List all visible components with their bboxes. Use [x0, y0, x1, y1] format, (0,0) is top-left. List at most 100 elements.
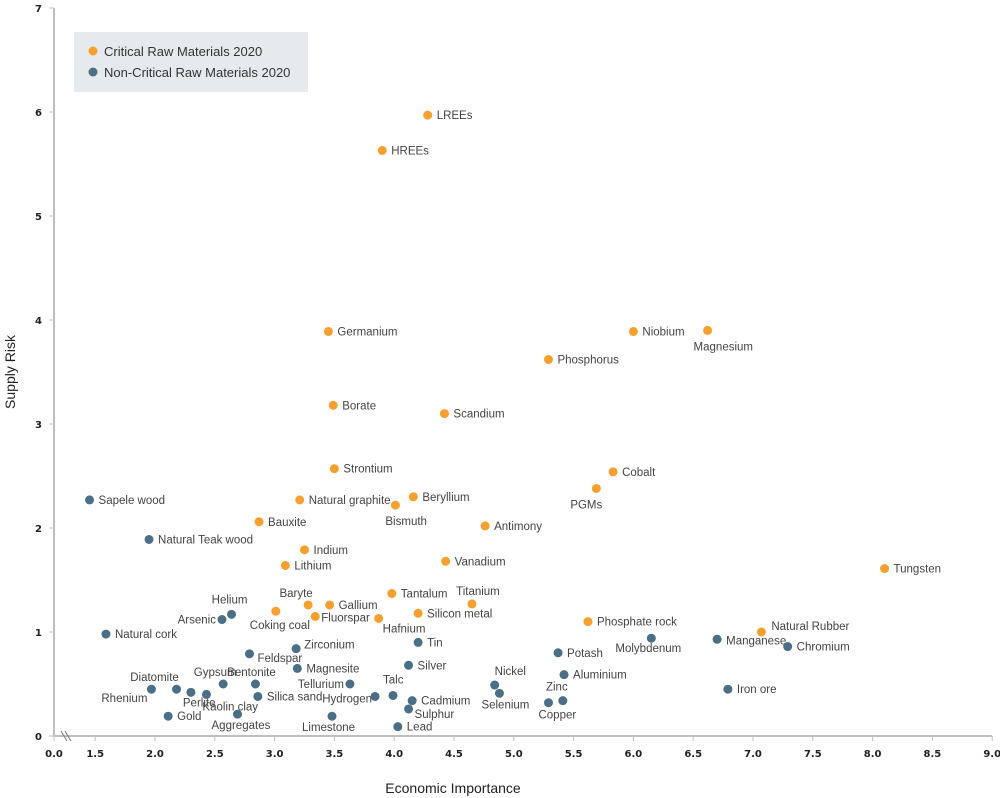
point-label-hafnium: Hafnium — [383, 623, 426, 635]
point-label-cadmium: Cadmium — [421, 696, 470, 708]
point-label-copper: Copper — [538, 710, 576, 722]
point-strontium — [329, 464, 339, 474]
point-hafnium — [374, 613, 384, 623]
point-antimony — [480, 521, 490, 531]
point-label-vanadium: Vanadium — [455, 556, 506, 568]
point-label-strontium: Strontium — [343, 464, 392, 476]
point-iron-ore — [723, 684, 733, 694]
point-tin — [413, 637, 423, 647]
x-tick-label: 4.0 — [385, 749, 403, 760]
x-tick-label: 4.5 — [445, 749, 463, 760]
point-sulphur — [404, 704, 414, 714]
legend-label-non-critical: Non-Critical Raw Materials 2020 — [104, 65, 290, 80]
point-label-talc: Talc — [383, 674, 404, 686]
point-potash — [553, 648, 563, 658]
point-lead — [393, 722, 403, 732]
point-label-rhenium: Rhenium — [101, 693, 147, 705]
point-label-chromium: Chromium — [797, 642, 850, 654]
point-label-pgms: PGMs — [570, 499, 602, 511]
point-label-bauxite: Bauxite — [268, 517, 306, 529]
point-label-magnesium: Magnesium — [694, 341, 753, 353]
legend-marker-critical — [88, 46, 98, 56]
point-label-phosphorus: Phosphorus — [557, 355, 619, 367]
y-tick-label: 7 — [35, 4, 42, 15]
point-label-feldspar: Feldspar — [257, 653, 302, 665]
point-silicon-metal — [413, 608, 423, 618]
point-nickel — [490, 680, 500, 690]
point-tantalum — [387, 589, 397, 599]
point-label-indium: Indium — [314, 545, 349, 557]
point-label-niobium: Niobium — [642, 326, 684, 338]
point-arsenic — [217, 615, 227, 625]
point-label-coking-coal: Coking coal — [250, 620, 310, 632]
point-label-lead: Lead — [407, 722, 433, 734]
point-coking-coal — [271, 606, 281, 616]
point-bauxite — [254, 517, 264, 527]
point-label-gallium: Gallium — [339, 600, 378, 612]
y-tick-label: 4 — [35, 316, 42, 327]
x-tick-label: 3.0 — [266, 749, 284, 760]
point-label-natural-graphite: Natural graphite — [309, 495, 391, 507]
point-natural-teak-wood — [144, 534, 154, 544]
point-label-natural-teak-wood: Natural Teak wood — [158, 534, 253, 546]
x-tick-label: 6.0 — [625, 749, 643, 760]
x-tick-label: 1.5 — [86, 749, 104, 760]
point-label-silver: Silver — [418, 660, 447, 672]
point-silver — [404, 660, 414, 670]
point-label-manganese: Manganese — [726, 635, 786, 647]
point-label-nickel: Nickel — [495, 666, 526, 678]
x-tick-label: 5.5 — [565, 749, 583, 760]
point-label-aluminium: Aluminium — [573, 670, 627, 682]
point-lithium — [280, 560, 290, 570]
point-aggregates — [233, 709, 243, 719]
point-label-bentonite: Bentonite — [227, 667, 276, 679]
point-label-antimony: Antimony — [494, 521, 542, 533]
point-label-natural-rubber: Natural Rubber — [771, 621, 849, 633]
point-natural-rubber — [756, 627, 766, 637]
point-label-perlite: Perlite — [183, 697, 216, 709]
point-kaolin-clay — [201, 689, 211, 699]
point-selenium — [494, 688, 504, 698]
point-label-scandium: Scandium — [453, 409, 504, 421]
point-label-lithium: Lithium — [294, 560, 331, 572]
x-tick-label: 8.5 — [924, 749, 942, 760]
axis-break-mark — [60, 730, 68, 742]
point-silica-sand — [253, 691, 263, 701]
point-phosphate-rock — [583, 617, 593, 627]
point-label-potash: Potash — [567, 648, 603, 660]
point-tellurium — [345, 679, 355, 689]
point-label-lrees: LREEs — [437, 110, 473, 122]
point-label-zinc: Zinc — [546, 682, 568, 694]
point-label-hrees: HREEs — [391, 145, 429, 157]
point-label-cobalt: Cobalt — [622, 467, 656, 479]
point-label-arsenic: Arsenic — [178, 615, 217, 627]
point-label-borate: Borate — [342, 400, 376, 412]
y-axis-title: Supply Risk — [2, 334, 18, 409]
point-label-tantalum: Tantalum — [401, 589, 448, 601]
point-label-aggregates: Aggregates — [212, 720, 271, 732]
point-zinc — [558, 696, 568, 706]
point-cadmium — [407, 696, 417, 706]
point-niobium — [628, 326, 638, 336]
point-beryllium — [408, 492, 418, 502]
point-label-phosphate-rock: Phosphate rock — [597, 617, 677, 629]
point-hydrogen — [370, 691, 380, 701]
point-gallium — [325, 600, 335, 610]
point-baryte — [303, 600, 313, 610]
point-zirconium — [291, 644, 301, 654]
point-indium — [300, 545, 309, 555]
point-label-sapele-wood: Sapele wood — [99, 495, 165, 507]
point-label-iron-ore: Iron ore — [737, 684, 777, 696]
point-magnesium — [703, 325, 713, 335]
data-points: LREEs HREEs Germanium Niobium Magnesium Phosp… — [85, 110, 941, 734]
point-label-beryllium: Beryllium — [422, 492, 469, 504]
legend-label-critical: Critical Raw Materials 2020 — [104, 44, 262, 59]
point-germanium — [323, 326, 333, 336]
y-tick-label: 1 — [35, 628, 42, 639]
critical-series: LREEs HREEs Germanium Niobium Magnesium Phosp… — [250, 110, 941, 637]
point-fluorspar — [310, 611, 320, 621]
point-scandium — [439, 409, 449, 419]
point-label-silica-sand: Silica sand — [267, 691, 323, 703]
legend-marker-non-critical — [88, 67, 98, 77]
